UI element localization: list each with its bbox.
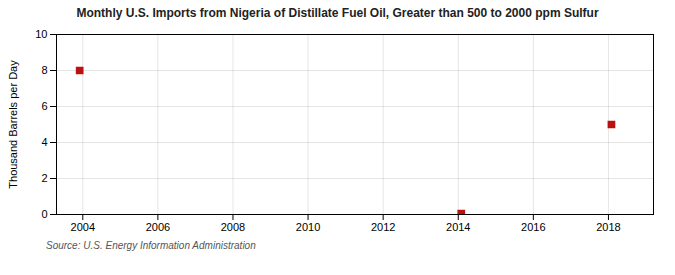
svg-text:10: 10	[35, 28, 47, 40]
svg-text:2: 2	[41, 172, 47, 184]
svg-text:6: 6	[41, 100, 47, 112]
svg-text:0: 0	[41, 208, 47, 220]
svg-text:2006: 2006	[146, 221, 170, 233]
svg-text:2008: 2008	[221, 221, 245, 233]
svg-text:2004: 2004	[71, 221, 95, 233]
html-text:Source: U.S. Energy Informatio: Source: U.S. Energy Information Administ…	[46, 240, 256, 251]
html-text:Monthly U.S. Imports from Nige: Monthly U.S. Imports from Nigeria of Dis…	[76, 6, 599, 20]
svg-text:Thousand Barrels per Day: Thousand Barrels per Day	[7, 60, 19, 189]
svg-text:2014: 2014	[446, 221, 470, 233]
svg-text:2012: 2012	[371, 221, 395, 233]
svg-text:2016: 2016	[521, 221, 545, 233]
svg-text:8: 8	[41, 64, 47, 76]
svg-text:2018: 2018	[596, 221, 620, 233]
svg-text:4: 4	[41, 136, 47, 148]
svg-text:2010: 2010	[296, 221, 320, 233]
